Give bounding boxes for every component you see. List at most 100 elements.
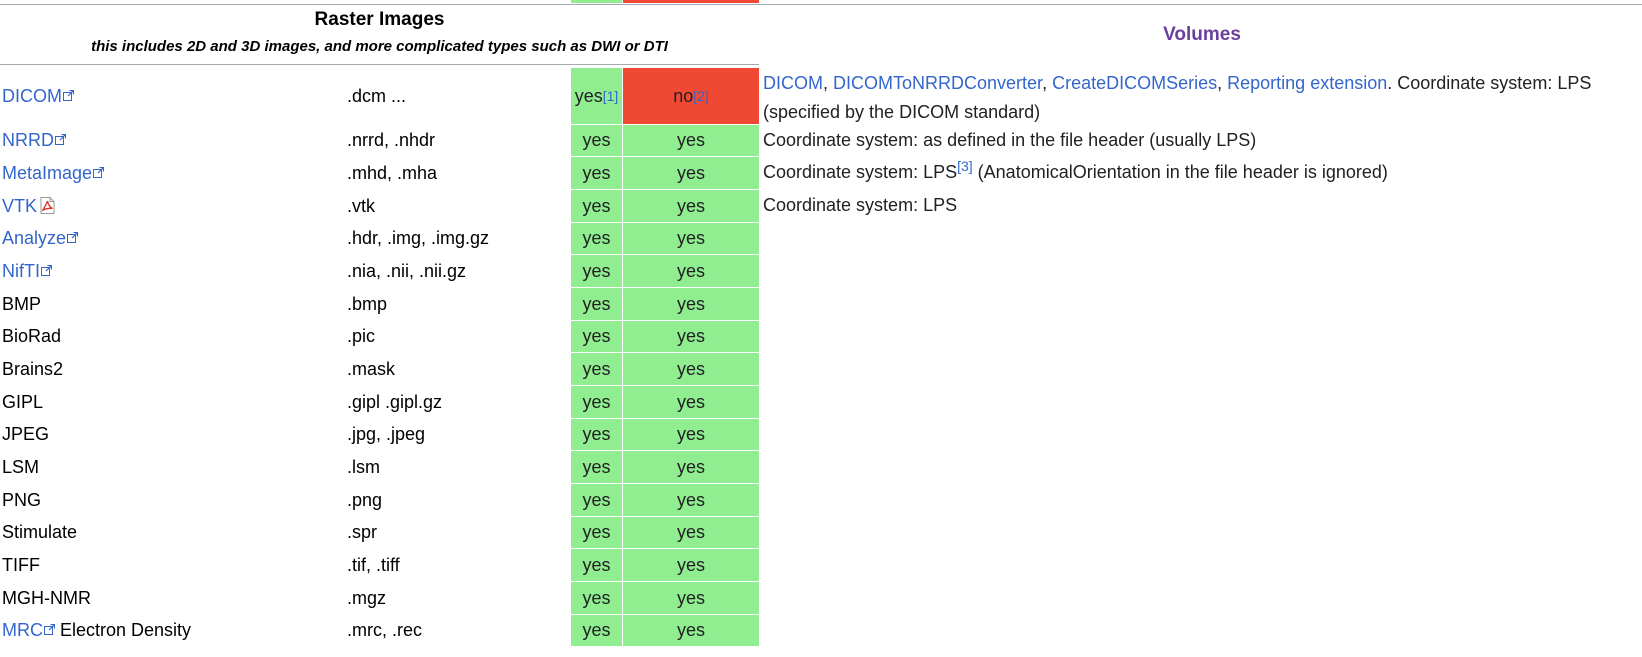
pdf-icon [39,196,55,214]
file-extensions-text: .spr [347,522,378,542]
read-support-cell: yes [571,484,622,516]
read-support-text: yes [574,85,603,106]
format-name-cell: VTK [2,190,342,222]
format-name-cell: Brains2 [2,353,342,385]
format-name-link[interactable]: VTK [2,196,55,217]
description-link[interactable]: CreateDICOMSeries [1052,73,1218,93]
read-support-text: yes [582,195,611,216]
format-name-cell: JPEG [2,419,342,450]
write-support-text: yes [676,456,705,477]
read-support-text: yes [582,358,611,379]
format-name-link[interactable]: NRRD [2,130,66,151]
read-support-text: yes [582,620,611,640]
file-extensions-text: .vtk [347,195,376,216]
file-extensions-text: .dcm ... [347,85,407,106]
reference-link[interactable]: [2] [693,88,709,104]
read-support-cell: yes [571,451,622,483]
file-extensions-text: .pic [347,326,376,346]
format-name-link[interactable]: NifTI [2,261,52,282]
file-extensions-cell: .tif, .tiff [347,549,567,581]
raster-images-header: Raster Images this includes 2D and 3D im… [0,5,759,65]
description-text: (AnatomicalOrientation in the file heade… [972,162,1388,182]
description-link[interactable]: DICOM [763,73,823,93]
volumes-description-cell: DICOM, DICOMToNRRDConverter, CreateDICOM… [763,68,1642,124]
format-name-cell: GIPL [2,386,342,418]
external-link-icon [55,134,66,145]
format-name-link[interactable]: MRC [2,620,55,641]
description-link[interactable]: DICOMToNRRDConverter [833,73,1043,93]
read-support-text: yes [582,162,611,183]
table-row: MetaImage .mhd, .mha yes yes Coordinate syst… [0,157,1642,189]
file-extensions-cell: .pic [347,321,567,352]
volumes-description-cell [763,255,1642,287]
write-support-cell: yes [623,223,759,254]
format-name-cell: Stimulate [2,517,342,548]
table-row: GIPL .gipl .gipl.gz yes yes [0,386,1642,418]
format-name-text: LSM [2,456,40,477]
table-row: JPEG .jpg, .jpeg yes yes [0,419,1642,450]
external-link-icon [93,166,105,178]
link-separator: , [1042,73,1053,93]
table-row: Analyze .hdr, .img, .img.gz yes yes [0,223,1642,254]
file-extensions-cell: .bmp [347,288,567,320]
write-support-cell: yes [623,190,759,222]
format-name-link[interactable]: DICOM [2,86,74,107]
file-extensions-text: .jpg, .jpeg [347,424,426,444]
volumes-description-cell [763,321,1642,352]
volumes-description: Coordinate system: as defined in the fil… [763,126,1256,155]
write-support-text: yes [676,260,705,281]
format-name-cell: BioRad [2,321,342,352]
format-name-cell: DICOM [2,68,342,124]
file-extensions-text: .gipl .gipl.gz [347,391,443,412]
table-body: DICOM .dcm ... yes [1] no [2] DICOM, DICOMToNR… [0,68,1642,647]
format-name-cell: NifTI [2,255,342,287]
read-support-text: yes [582,293,611,314]
table-row: BMP .bmp yes yes [0,288,1642,320]
file-extensions-cell: .spr [347,517,567,548]
write-support-cell: yes [623,549,759,581]
write-support-cell: yes [623,321,759,352]
table-row: NRRD .nrrd, .nhdr yes yes Coordinate system:… [0,125,1642,156]
format-name-text: NifTI [2,260,40,281]
read-support-cell: yes [571,157,622,189]
link-separator: , [1217,73,1228,93]
format-name-text: BMP [2,293,42,314]
write-support-text: yes [676,587,705,608]
format-name-link[interactable]: Analyze [2,228,79,249]
write-support-cell: yes [623,615,759,646]
table-top-border [0,4,1642,5]
format-name-link[interactable]: MetaImage [2,163,105,184]
volumes-description-cell [763,419,1642,450]
reference-link[interactable]: [3] [957,158,973,174]
file-extensions-cell: .vtk [347,190,567,222]
description-link[interactable]: Reporting extension [1227,73,1388,93]
external-link-icon [41,264,52,276]
read-support-cell: yes [571,321,622,352]
file-extensions-text: .tif, .tiff [347,554,400,575]
write-support-cell: yes [623,451,759,483]
format-name-suffix: Electron Density [55,620,192,640]
write-support-cell: yes [623,353,759,385]
write-support-text: no [673,85,694,106]
volumes-description-cell [763,615,1642,646]
write-support-text: yes [676,195,705,216]
volumes-description: Coordinate system: LPS [763,191,957,220]
description-text: Coordinate system: LPS [763,162,958,182]
write-support-text: yes [676,522,705,542]
read-support-text: yes [582,456,611,477]
file-extensions-text: .mhd, .mha [347,162,438,183]
read-support-cell: yes [571,190,622,222]
write-support-cell: yes [623,157,759,189]
reference-link[interactable]: [1] [602,88,619,104]
volumes-description-cell: Coordinate system: LPS[3] (AnatomicalOri… [763,157,1642,189]
volumes-description-cell [763,549,1642,581]
volumes-description-cell [763,353,1642,385]
volumes-description-cell [763,386,1642,418]
format-name-text: JPEG [2,424,50,444]
file-extensions-cell: .mhd, .mha [347,157,567,189]
write-support-text: yes [676,620,705,640]
read-support-text: yes [582,260,611,281]
read-support-cell: yes [571,517,622,548]
volumes-description-cell [763,288,1642,320]
